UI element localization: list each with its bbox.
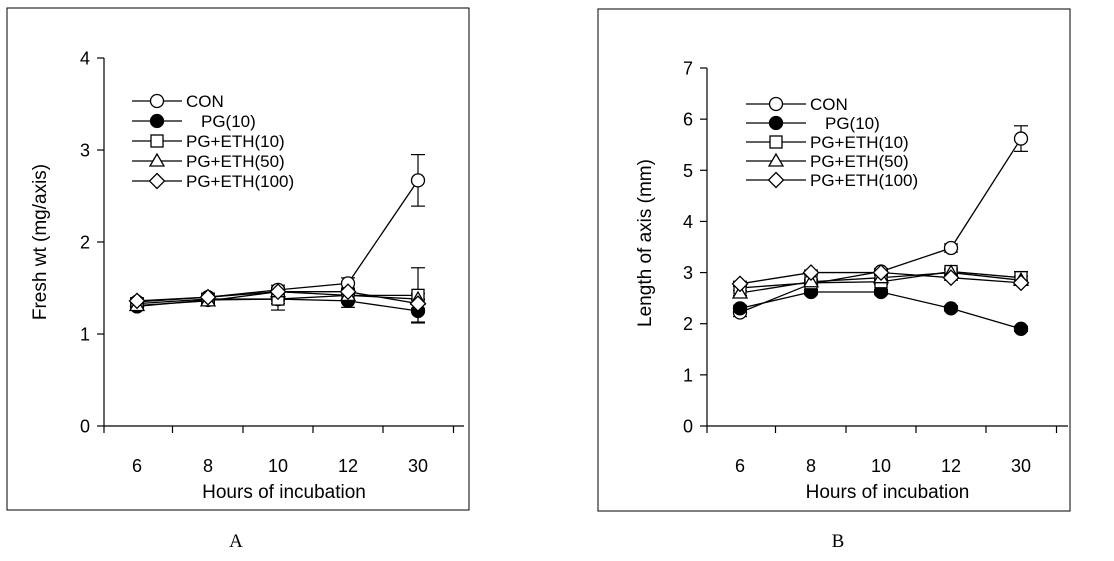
x-axis-label: Hours of incubation xyxy=(202,482,366,503)
x-tick-label: 6 xyxy=(735,456,745,476)
x-tick-label: 8 xyxy=(203,456,213,476)
marker-p1-s1-3 xyxy=(943,301,959,316)
marker-p0-s4-4 xyxy=(409,295,427,313)
marker-p1-s1-0 xyxy=(732,301,748,316)
marker-p1-s0-3 xyxy=(943,240,959,256)
marker-p1-s3-legend xyxy=(767,152,785,167)
legend-entry: PG+ETH(50) xyxy=(186,152,285,171)
y-tick-label: 0 xyxy=(80,417,90,437)
panel-label-b: B xyxy=(832,531,845,552)
legend-entry: PG(10) xyxy=(825,114,880,133)
legend-entry: PG+ETH(100) xyxy=(810,171,918,190)
y-tick-label: 1 xyxy=(683,365,693,385)
y-tick-label: 5 xyxy=(683,161,693,181)
legend-entry: PG+ETH(100) xyxy=(186,172,294,191)
y-axis-label: Fresh wt (mg/axis) xyxy=(30,164,51,320)
y-tick-label: 3 xyxy=(683,263,693,283)
y-tick-label: 3 xyxy=(80,141,90,161)
marker-p0-s0-legend xyxy=(149,93,165,109)
x-tick-label: 6 xyxy=(132,456,142,476)
marker-p1-s4-4 xyxy=(1012,274,1030,292)
y-tick-label: 4 xyxy=(683,212,693,232)
marker-p1-s4-3 xyxy=(942,269,960,287)
x-tick-label: 30 xyxy=(1011,456,1031,476)
marker-p0-s4-0 xyxy=(128,292,146,310)
panel-label-a: A xyxy=(229,531,243,552)
y-tick-label: 6 xyxy=(683,110,693,130)
panel-frame xyxy=(597,8,1071,512)
y-tick-label: 2 xyxy=(683,314,693,334)
y-tick-label: 4 xyxy=(80,49,90,69)
y-tick-label: 2 xyxy=(80,233,90,253)
panel-frame xyxy=(6,7,470,511)
y-tick-label: 7 xyxy=(683,59,693,79)
marker-p0-s2-legend xyxy=(150,134,164,148)
marker-p0-s4-legend xyxy=(148,172,166,190)
marker-p1-s4-legend xyxy=(767,171,785,189)
marker-p1-s4-2 xyxy=(872,264,890,281)
marker-p1-s0-legend xyxy=(768,96,784,112)
x-tick-label: 10 xyxy=(871,456,891,476)
y-tick-label: 0 xyxy=(683,417,693,437)
legend-entry: PG+ETH(10) xyxy=(810,133,909,152)
x-tick-label: 30 xyxy=(408,456,428,476)
y-tick-label: 1 xyxy=(80,325,90,345)
marker-p0-s4-2 xyxy=(269,283,287,301)
marker-p1-s4-1 xyxy=(802,264,820,281)
marker-p1-s4-0 xyxy=(731,275,749,293)
legend-entry: PG+ETH(10) xyxy=(186,132,285,151)
marker-p0-s0-4 xyxy=(410,173,426,188)
marker-p1-s2-legend xyxy=(769,135,783,149)
marker-p0-s1-legend xyxy=(149,113,165,129)
marker-p0-s3-legend xyxy=(148,152,166,167)
legend-entry: CON xyxy=(810,95,848,114)
x-tick-label: 12 xyxy=(941,456,961,476)
y-axis-label: Length of axis (mm) xyxy=(635,159,656,327)
x-tick-label: 10 xyxy=(268,456,288,476)
legend-entry: PG+ETH(50) xyxy=(810,152,909,171)
x-axis-label: Hours of incubation xyxy=(806,482,970,503)
x-tick-label: 12 xyxy=(338,456,358,476)
x-tick-label: 8 xyxy=(806,456,816,476)
legend-entry: PG(10) xyxy=(201,112,256,131)
marker-p0-s4-3 xyxy=(339,283,357,301)
marker-p0-s4-1 xyxy=(199,288,217,306)
marker-p1-s0-4 xyxy=(1013,131,1029,146)
marker-p1-s1-4 xyxy=(1013,321,1029,336)
marker-p1-s1-legend xyxy=(768,115,784,131)
legend-entry: CON xyxy=(186,92,224,111)
